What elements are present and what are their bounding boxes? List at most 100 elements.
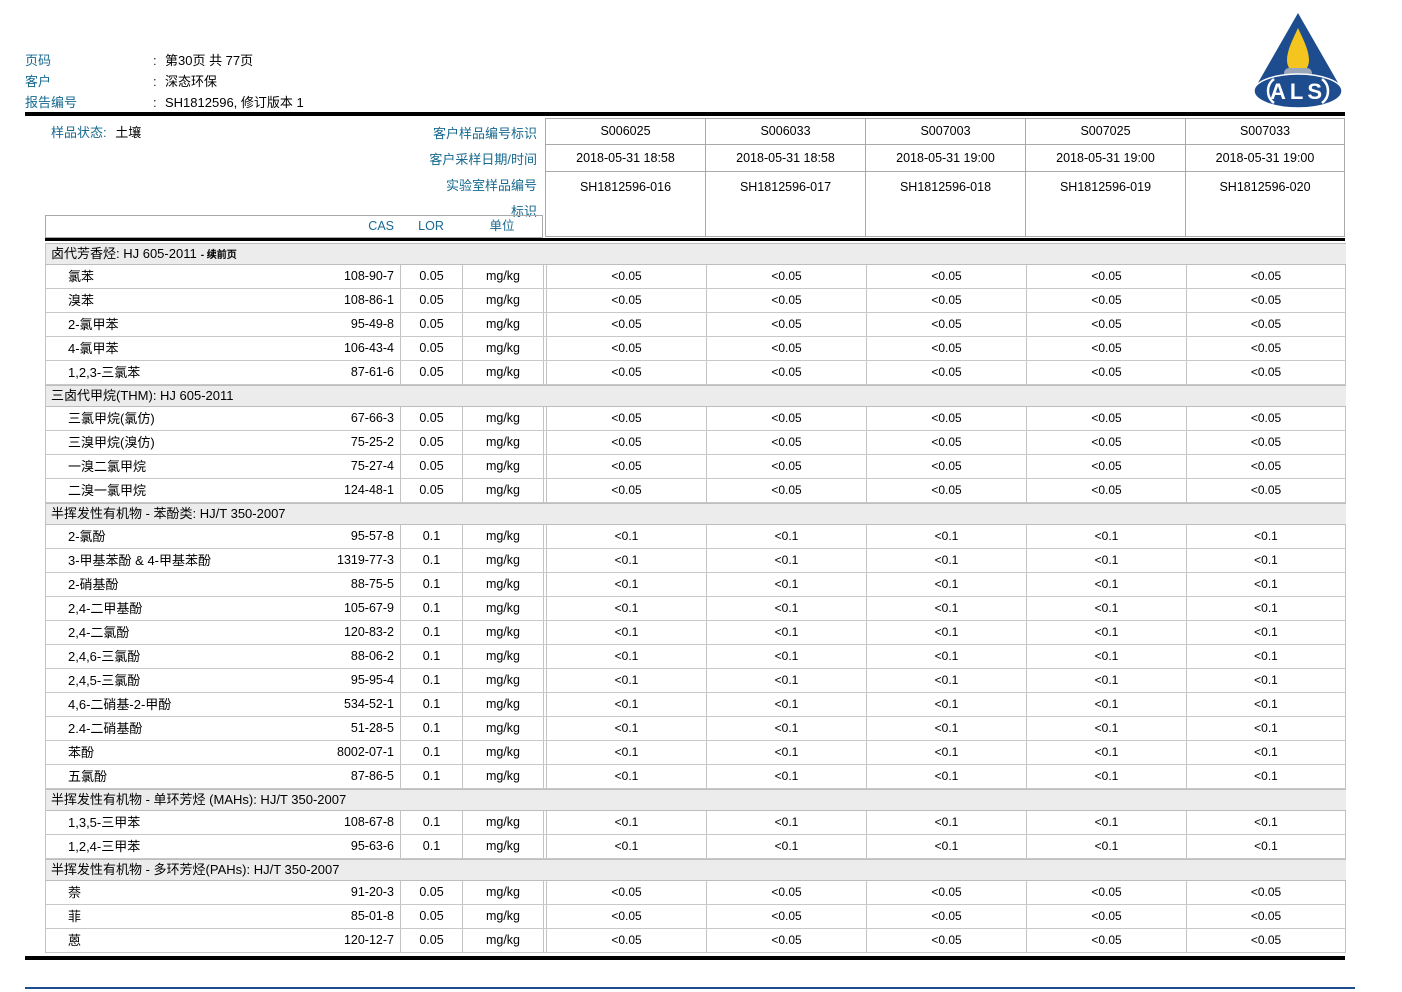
lab-sample-id: SH1812596-020 bbox=[1219, 180, 1311, 194]
result-value: <0.1 bbox=[1186, 549, 1346, 572]
result-value: <0.1 bbox=[706, 525, 866, 548]
result-value: <0.05 bbox=[546, 265, 706, 288]
analyte-row: 1,2,3-三氯苯 87-61-6 0.05 mg/kg <0.05 <0.05 <0.05… bbox=[46, 361, 1346, 385]
unit-value: mg/kg bbox=[463, 693, 544, 716]
result-value: <0.1 bbox=[866, 811, 1026, 834]
result-value: <0.1 bbox=[1026, 811, 1186, 834]
analyte-row: 二溴一氯甲烷 124-48-1 0.05 mg/kg <0.05 <0.05 <0.05 <0… bbox=[46, 479, 1346, 503]
column-gap bbox=[544, 549, 546, 572]
lor-value: 0.05 bbox=[401, 313, 463, 336]
analyte-name: 蒽 bbox=[68, 933, 82, 948]
table-top-rule bbox=[45, 238, 1345, 241]
analyte-row: 五氯酚 87-86-5 0.1 mg/kg <0.1 <0.1 <0.1 <0.1 <0.1 bbox=[46, 765, 1346, 789]
analyte-row: 2-氯酚 95-57-8 0.1 mg/kg <0.1 <0.1 <0.1 <0.1 <0.1 bbox=[46, 525, 1346, 549]
column-gap bbox=[544, 479, 546, 502]
column-header-spacer bbox=[46, 216, 316, 237]
result-value: <0.1 bbox=[866, 669, 1026, 692]
cas-number: 85-01-8 bbox=[316, 905, 401, 928]
lor-value: 0.05 bbox=[401, 905, 463, 928]
result-value: <0.05 bbox=[546, 881, 706, 904]
report-header-fields: 页码 : 第30页 共 77页 客户 : 深态环保 报告编号 : SH18125… bbox=[25, 50, 304, 113]
result-value: <0.05 bbox=[1026, 313, 1186, 336]
analyte-name: 2-硝基酚 bbox=[68, 577, 119, 592]
result-value: <0.05 bbox=[706, 313, 866, 336]
column-gap bbox=[544, 597, 546, 620]
result-value: <0.05 bbox=[546, 361, 706, 384]
header-divider-rule bbox=[25, 112, 1345, 116]
lor-value: 0.1 bbox=[401, 573, 463, 596]
result-value: <0.05 bbox=[1026, 289, 1186, 312]
result-value: <0.05 bbox=[1186, 407, 1346, 430]
cas-number: 108-86-1 bbox=[316, 289, 401, 312]
result-value: <0.05 bbox=[546, 455, 706, 478]
analyte-name: 一溴二氯甲烷 bbox=[68, 459, 147, 474]
lor-value: 0.1 bbox=[401, 597, 463, 620]
column-gap bbox=[544, 905, 546, 928]
analyte-row: 2-硝基酚 88-75-5 0.1 mg/kg <0.1 <0.1 <0.1 <0.1 <0.1 bbox=[46, 573, 1346, 597]
column-gap bbox=[544, 717, 546, 740]
column-gap bbox=[544, 929, 546, 952]
result-value: <0.1 bbox=[706, 765, 866, 788]
analyte-name: 苯酚 bbox=[68, 745, 95, 760]
result-value: <0.05 bbox=[706, 479, 866, 502]
result-value: <0.1 bbox=[546, 525, 706, 548]
sample-status: 样品状态: 土壤 bbox=[51, 122, 141, 141]
result-value: <0.1 bbox=[546, 765, 706, 788]
result-value: <0.1 bbox=[706, 549, 866, 572]
client-sample-id: S006033 bbox=[706, 119, 865, 145]
page-number-label: 页码 bbox=[25, 53, 52, 68]
result-value: <0.05 bbox=[706, 265, 866, 288]
result-value: <0.1 bbox=[1026, 549, 1186, 572]
section-header-row: 半挥发性有机物 - 单环芳烃 (MAHs): HJ/T 350-2007 bbox=[46, 789, 1346, 811]
unit-value: mg/kg bbox=[463, 407, 544, 430]
analyte-name: 2-氯甲苯 bbox=[68, 317, 119, 332]
result-value: <0.1 bbox=[866, 549, 1026, 572]
result-value: <0.1 bbox=[866, 765, 1026, 788]
lor-value: 0.1 bbox=[401, 765, 463, 788]
lor-value: 0.1 bbox=[401, 645, 463, 668]
lor-value: 0.1 bbox=[401, 525, 463, 548]
logo-ellipse-shape bbox=[1253, 73, 1343, 109]
client-field: 客户 : 深态环保 bbox=[25, 71, 304, 92]
column-gap bbox=[544, 407, 546, 430]
cas-number: 105-67-9 bbox=[316, 597, 401, 620]
result-value: <0.05 bbox=[706, 361, 866, 384]
cas-number: 91-20-3 bbox=[316, 881, 401, 904]
cas-number: 87-61-6 bbox=[316, 361, 401, 384]
sampling-datetime: 2018-05-31 19:00 bbox=[1026, 145, 1185, 172]
unit-value: mg/kg bbox=[463, 573, 544, 596]
result-value: <0.1 bbox=[546, 811, 706, 834]
analyte-name: 三溴甲烷(溴仿) bbox=[68, 435, 155, 450]
report-number-value: SH1812596, 修订版本 1 bbox=[165, 95, 304, 110]
column-gap bbox=[544, 669, 546, 692]
sample-column: S007033 2018-05-31 19:00 SH1812596-020 bbox=[1185, 118, 1345, 237]
analyte-row: 2,4-二氯酚 120-83-2 0.1 mg/kg <0.1 <0.1 <0.1 <0.1 <… bbox=[46, 621, 1346, 645]
column-gap bbox=[544, 431, 546, 454]
report-number-field: 报告编号 : SH1812596, 修订版本 1 bbox=[25, 92, 304, 113]
result-value: <0.05 bbox=[1186, 431, 1346, 454]
result-value: <0.05 bbox=[1026, 361, 1186, 384]
analyte-row: 溴苯 108-86-1 0.05 mg/kg <0.05 <0.05 <0.05 <0.05 <… bbox=[46, 289, 1346, 313]
result-value: <0.05 bbox=[1026, 929, 1186, 952]
result-value: <0.1 bbox=[706, 717, 866, 740]
lor-value: 0.05 bbox=[401, 265, 463, 288]
analyte-name: 溴苯 bbox=[68, 293, 95, 308]
analyte-row: 4,6-二硝基-2-甲酚 534-52-1 0.1 mg/kg <0.1 <0.1 <0.1… bbox=[46, 693, 1346, 717]
field-separator: : bbox=[153, 95, 157, 110]
column-gap bbox=[544, 337, 546, 360]
column-gap bbox=[544, 621, 546, 644]
result-value: <0.1 bbox=[1186, 717, 1346, 740]
unit-value: mg/kg bbox=[463, 313, 544, 336]
lor-value: 0.1 bbox=[401, 741, 463, 764]
result-value: <0.05 bbox=[866, 929, 1026, 952]
result-value: <0.1 bbox=[866, 645, 1026, 668]
result-value: <0.1 bbox=[546, 621, 706, 644]
column-gap bbox=[544, 835, 546, 858]
sampling-datetime: 2018-05-31 19:00 bbox=[1186, 145, 1344, 172]
analyte-row: 2,4,5-三氯酚 95-95-4 0.1 mg/kg <0.1 <0.1 <0.1 <0.1… bbox=[46, 669, 1346, 693]
sample-column: S007003 2018-05-31 19:00 SH1812596-018 bbox=[865, 118, 1025, 237]
analyte-name: 2,4-二氯酚 bbox=[68, 625, 130, 640]
column-gap bbox=[544, 289, 546, 312]
lor-value: 0.05 bbox=[401, 455, 463, 478]
als-logo: ALS bbox=[1253, 13, 1343, 109]
